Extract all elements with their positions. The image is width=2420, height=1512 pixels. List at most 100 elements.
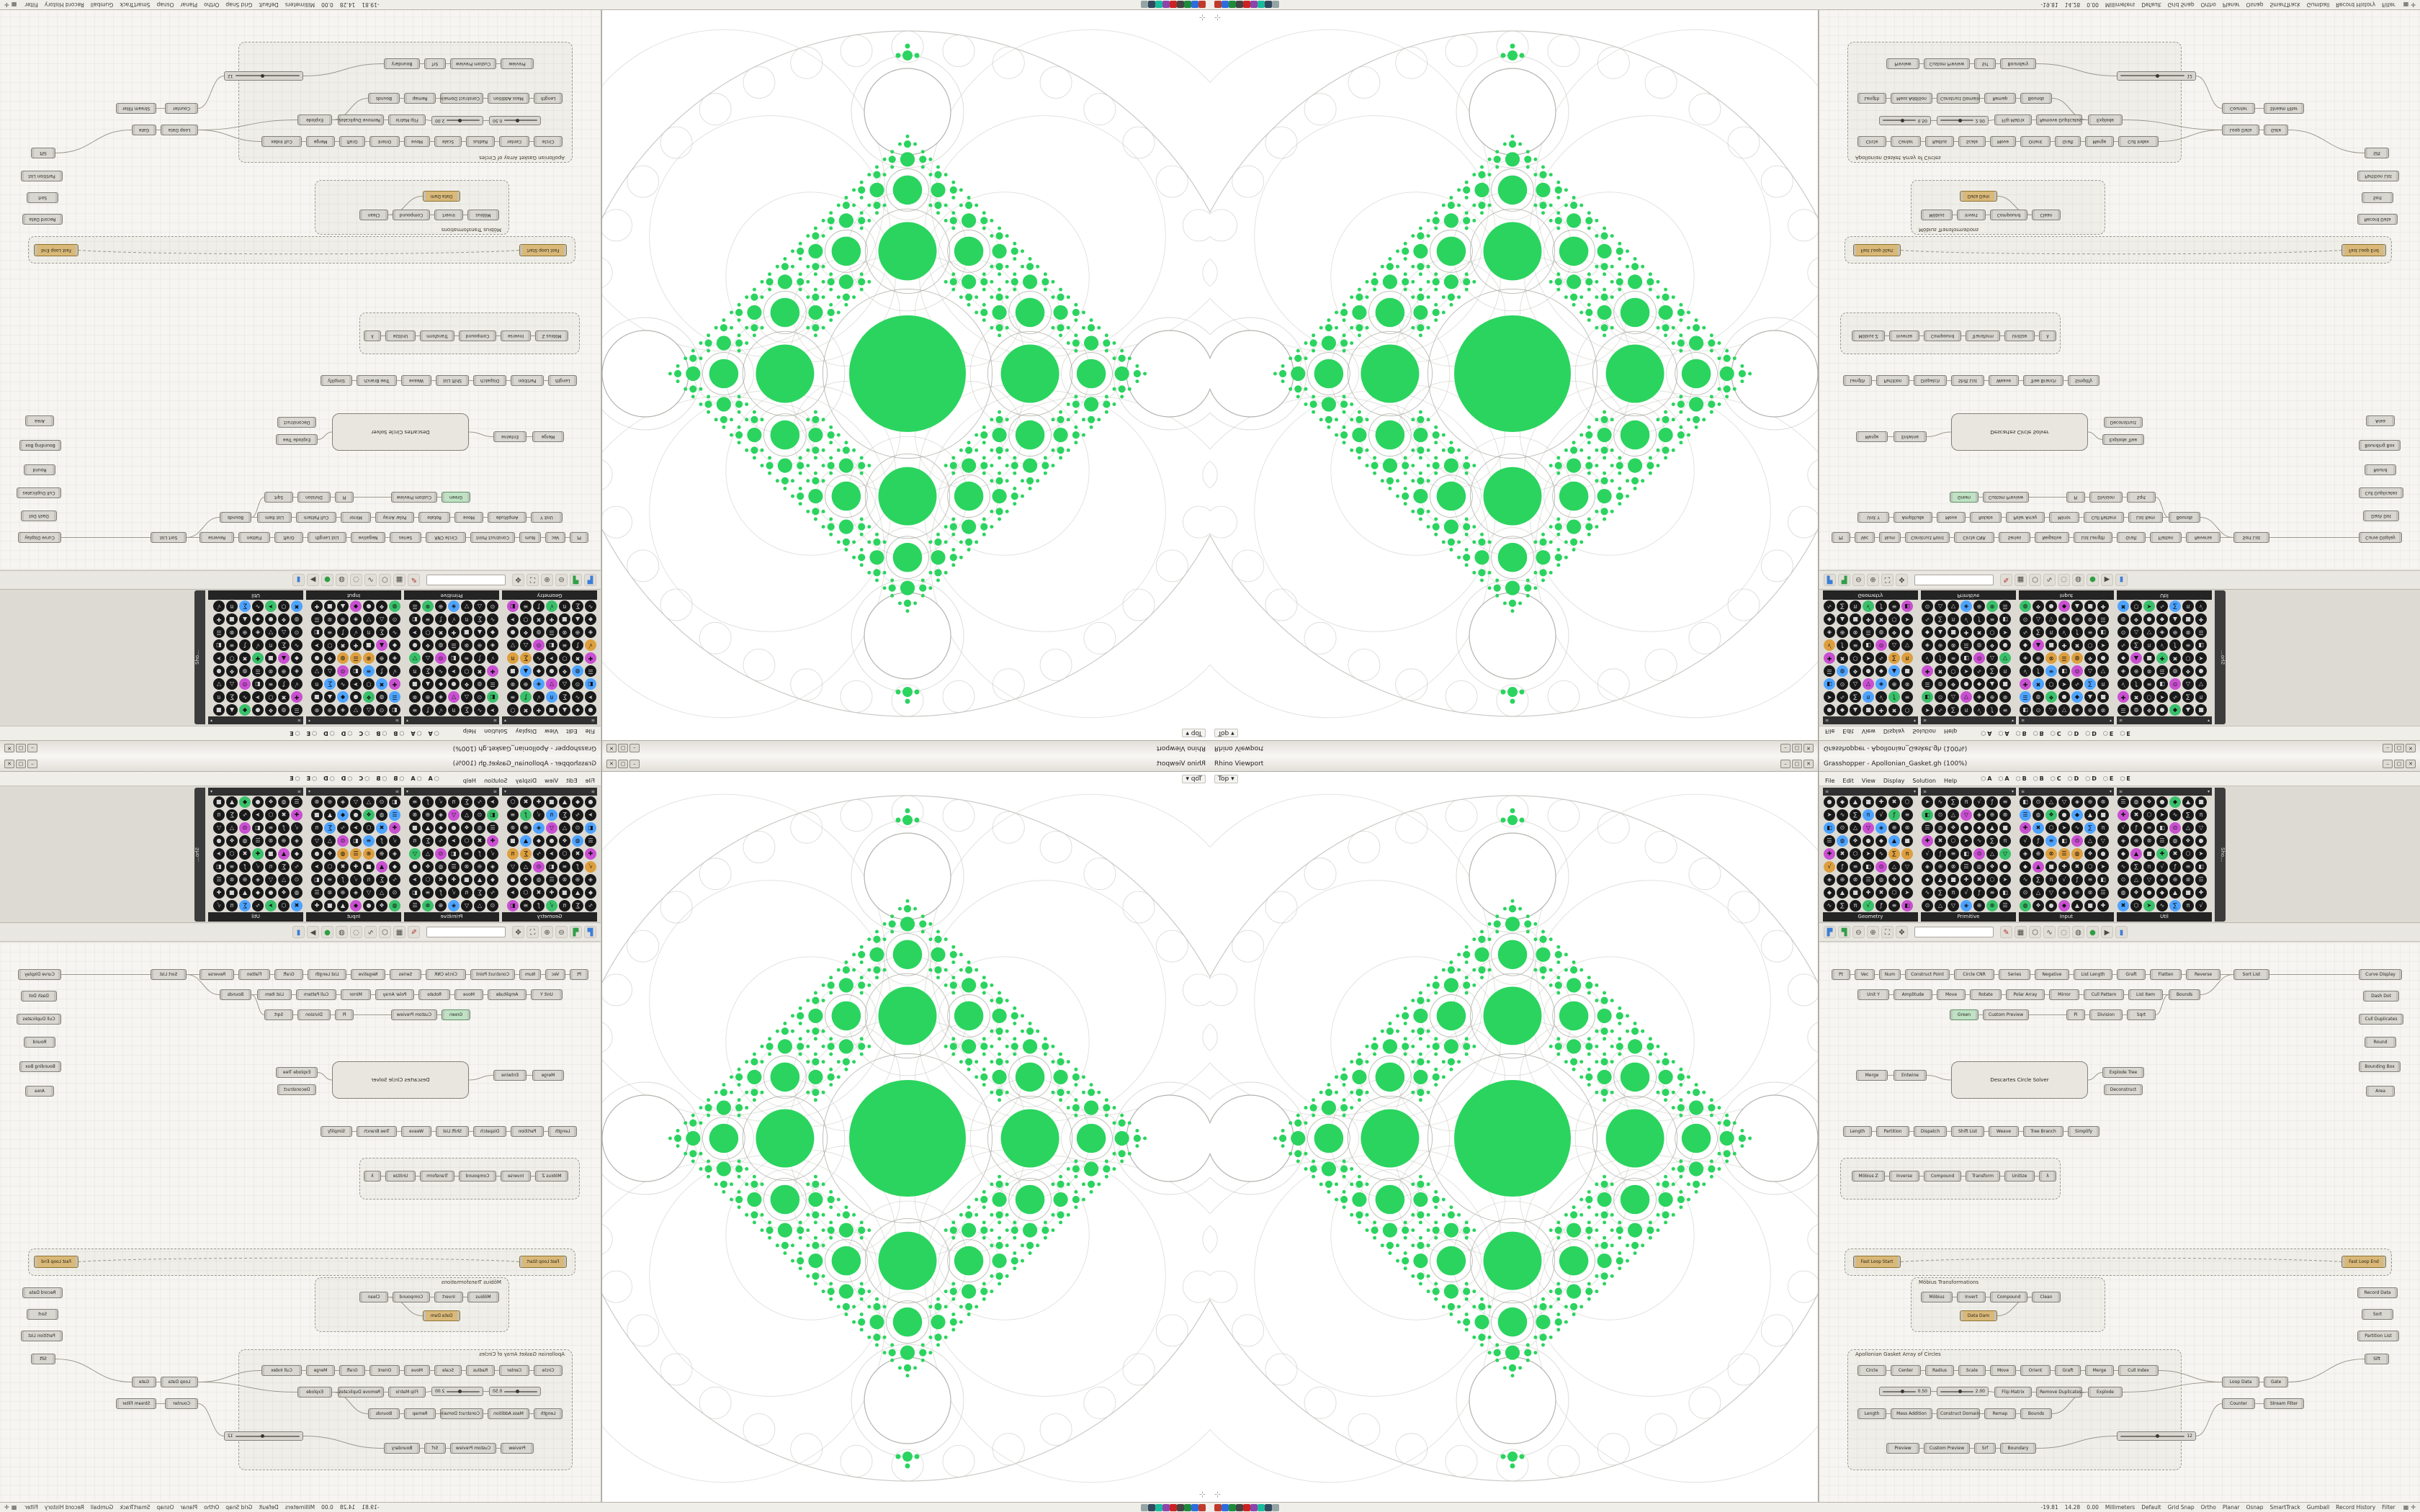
gh-node[interactable]: Orient [2020,136,2051,147]
status-token[interactable]: Planar [2222,1504,2240,1511]
component-icon[interactable]: ∑ [422,835,434,847]
gh-node[interactable]: Explode [297,1387,332,1398]
gh-node[interactable]: Preview [501,58,534,69]
component-icon[interactable]: △ [559,678,570,690]
component-icon[interactable]: ◍ [1837,835,1848,847]
gh-node[interactable]: 2.00 [431,1387,483,1396]
component-icon[interactable]: ➤ [487,796,498,808]
component-icon[interactable]: ◆ [239,704,251,716]
gh-node[interactable]: Length [1843,375,1872,386]
component-icon[interactable]: ▲ [376,861,387,873]
component-icon[interactable]: ▽ [507,861,519,873]
component-icon[interactable]: √ [350,626,362,638]
component-icon[interactable]: ▲ [2033,639,2044,651]
component-icon[interactable]: ▲ [1935,626,1946,638]
gh-node[interactable]: Compound [1990,210,2027,220]
gh-node[interactable]: Compound [1990,1292,2027,1302]
component-icon[interactable]: ✖ [337,861,349,873]
pan-icon[interactable]: ✥ [512,926,524,938]
component-icon[interactable]: π [1901,848,1913,860]
gh-node[interactable]: Negative [351,532,385,543]
gh-node[interactable]: 2.00 [431,116,483,125]
component-icon[interactable]: ∑ [520,652,532,664]
component-icon[interactable]: ❖ [2182,835,2194,847]
app-icon-red-x[interactable] [1214,1,1222,8]
gh-node[interactable]: Mirror [341,989,371,1000]
component-icon[interactable]: ⬡ [1888,887,1900,899]
component-icon[interactable]: ☰ [409,600,421,612]
gh-group[interactable] [28,1248,575,1276]
component-icon[interactable]: ◆ [389,639,400,651]
component-tab-a-1[interactable]: ⬡ A [411,730,421,737]
component-icon[interactable]: ✖ [291,900,302,912]
component-icon[interactable]: π [1960,704,1972,716]
component-icon[interactable]: ⊗ [2097,796,2109,808]
component-icon[interactable]: ⊗ [409,691,421,703]
component-icon[interactable]: ƒ [337,626,349,638]
component-icon[interactable]: ✚ [1876,796,1887,808]
component-icon[interactable]: ◧ [1863,639,1874,651]
grasshopper-minimize-button[interactable]: – [27,744,37,753]
component-icon[interactable]: △ [2033,887,2044,899]
component-icon[interactable]: ▲ [572,887,583,899]
component-icon[interactable]: ∿ [337,822,349,834]
component-icon[interactable]: ❖ [2143,796,2155,808]
component-icon[interactable]: ◍ [1935,822,1946,834]
component-icon[interactable]: ✚ [487,835,498,847]
component-icon[interactable]: ▲ [2084,809,2096,821]
gh-node[interactable]: Orient [369,136,400,147]
gh-node[interactable]: Pt [1832,532,1850,543]
component-icon[interactable]: ✖ [1837,652,1848,664]
component-icon[interactable]: ∿ [474,796,485,808]
gh-node[interactable]: Remove Duplicates [2036,1387,2082,1398]
component-icon[interactable]: √ [448,613,460,625]
component-icon[interactable]: ∿ [337,678,349,690]
component-icon[interactable]: ✖ [1935,665,1946,677]
gh-node[interactable]: Compound [393,1292,430,1302]
component-icon[interactable]: ▽ [448,809,460,821]
app-icon-teal[interactable] [1258,1,1265,8]
component-icon[interactable]: ƒ [572,861,583,873]
component-icon[interactable]: ✚ [2058,639,2070,651]
gh-node[interactable]: List Length [2074,969,2112,980]
component-icon[interactable]: π [559,900,570,912]
component-icon[interactable]: ⬡ [2143,691,2155,703]
pan-icon[interactable]: ✥ [512,574,524,586]
component-icon[interactable]: ⬡ [2045,822,2057,834]
gh-node[interactable]: Pi [335,1009,354,1020]
component-icon[interactable]: ❖ [559,835,570,847]
component-icon[interactable]: ➤ [311,861,323,873]
gh-node[interactable]: Weave [1989,1126,2019,1137]
gh-node[interactable]: Curve Display [18,532,61,543]
component-icon[interactable]: ❖ [363,809,375,821]
component-icon[interactable]: ● [311,652,323,664]
component-icon[interactable]: ∑ [239,900,251,912]
component-icon[interactable]: π [1948,613,1959,625]
component-icon[interactable]: ⬡ [1986,874,1998,886]
component-icon[interactable]: ■ [226,887,238,899]
component-tab-a-0[interactable]: ⬡ A [1981,730,1991,737]
component-tab-a-0[interactable]: ⬡ A [429,730,439,737]
component-icon[interactable]: ⊕ [376,652,387,664]
component-icon[interactable]: ✖ [1888,704,1900,716]
component-icon[interactable]: ∑ [2033,626,2044,638]
component-icon[interactable]: ● [1824,796,1835,808]
component-icon[interactable]: ◈ [2156,626,2168,638]
component-icon[interactable]: ⬡ [507,796,519,808]
component-icon[interactable]: ◆ [2071,691,2083,703]
component-icon[interactable]: ■ [226,613,238,625]
component-icon[interactable]: ⬡ [324,861,336,873]
sketch-tool-icon[interactable]: ✎ [408,926,420,938]
component-icon[interactable]: √ [1960,887,1972,899]
component-tab-b-2[interactable]: ⬡ B [393,775,404,782]
component-icon[interactable]: ∿ [572,691,583,703]
status-token[interactable]: Ortho [2200,1,2216,8]
save-definition-icon[interactable]: ▜ [570,926,582,938]
sketch-tool-icon[interactable]: ✎ [408,574,420,586]
gh-node[interactable]: Graft [339,1365,365,1376]
component-icon[interactable]: △ [2045,704,2057,716]
gh-node[interactable]: Sort List [2233,532,2269,543]
component-icon[interactable]: ✚ [1922,665,1933,677]
status-token[interactable]: Osnap [2246,1504,2264,1511]
component-icon[interactable]: ◈ [448,600,460,612]
